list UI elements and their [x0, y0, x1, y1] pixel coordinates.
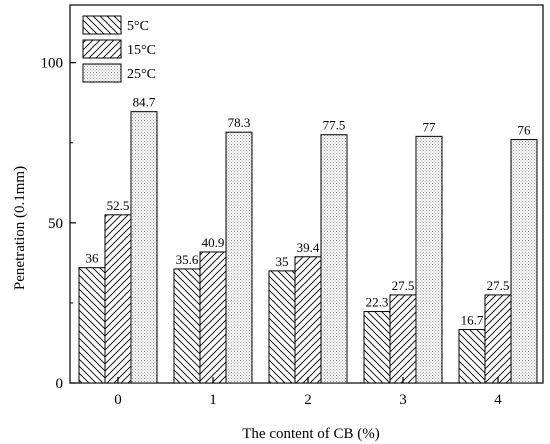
- data-label: 40.9: [202, 235, 225, 250]
- x-axis-title: The content of CB (%): [242, 426, 379, 442]
- data-label: 52.5: [107, 198, 130, 213]
- data-label: 16.7: [461, 313, 484, 328]
- legend-swatch: [82, 63, 122, 83]
- data-label: 27.5: [487, 278, 510, 293]
- bar-5Cc-cat-1: [173, 268, 201, 384]
- x-tick-label: 2: [304, 392, 312, 408]
- data-label: 27.5: [392, 278, 415, 293]
- bar-5Cc-cat-2: [268, 270, 296, 384]
- legend-label: 5°C: [127, 19, 149, 34]
- y-axis-title: Penetration (0.1mm): [12, 166, 28, 290]
- legend-swatch: [82, 15, 122, 35]
- axes: 0 50 100 0 1 2 3 4: [41, 56, 503, 408]
- bar-15Cc-cat-2: [294, 256, 322, 384]
- x-tick-label: 4: [494, 392, 502, 408]
- bar-15Cc-cat-4: [484, 294, 512, 384]
- data-label: 36: [86, 251, 100, 266]
- bar-15Cc-cat-1: [199, 251, 227, 384]
- data-label: 77.5: [323, 118, 346, 133]
- legend: 5°C 15°C 25°C: [82, 15, 156, 83]
- bar-15Cc-cat-3: [389, 294, 417, 384]
- data-label: 35.6: [176, 252, 199, 267]
- bar-5Cc-cat-3: [363, 311, 391, 384]
- y-tick-label: 0: [56, 376, 64, 392]
- data-label: 35: [276, 254, 289, 269]
- legend-label: 25°C: [127, 67, 156, 82]
- bar-25Cc-cat-4: [510, 139, 538, 384]
- x-tick-label: 1: [209, 392, 217, 408]
- data-label: 84.7: [133, 95, 156, 110]
- legend-label: 15°C: [127, 43, 156, 58]
- data-label: 77: [423, 119, 437, 134]
- bar-25Cc-cat-3: [415, 135, 443, 384]
- bar-5Cc-cat-0: [78, 267, 106, 384]
- bar-25Cc-cat-1: [225, 131, 253, 384]
- data-label: 78.3: [228, 115, 251, 130]
- data-label: 76: [518, 123, 532, 138]
- x-tick-label: 0: [114, 392, 122, 408]
- bar-25Cc-cat-2: [320, 134, 348, 384]
- data-labels: 3652.584.735.640.978.33539.477.522.327.5…: [86, 95, 532, 328]
- data-label: 39.4: [297, 240, 320, 255]
- bar-5Cc-cat-4: [458, 329, 486, 384]
- legend-swatch: [82, 39, 122, 59]
- bar-25Cc-cat-0: [130, 111, 158, 384]
- data-label: 22.3: [366, 295, 389, 310]
- x-tick-label: 3: [399, 392, 407, 408]
- y-tick-label: 50: [48, 216, 63, 232]
- y-tick-label: 100: [41, 56, 64, 72]
- bar-15Cc-cat-0: [104, 214, 132, 384]
